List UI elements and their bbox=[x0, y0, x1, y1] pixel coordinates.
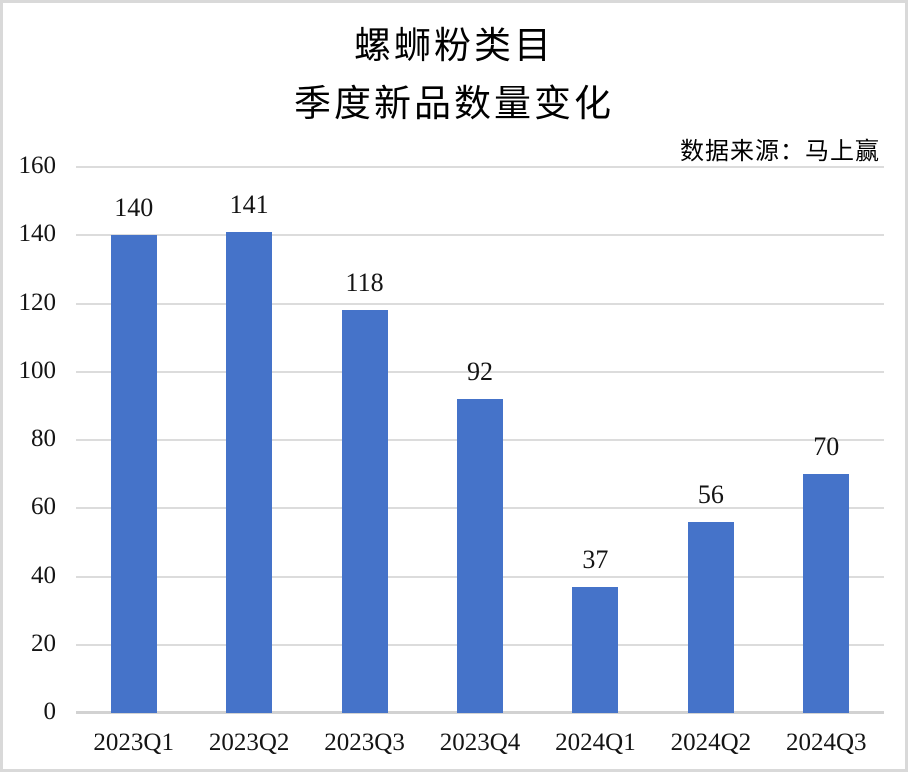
chart-title-line2: 季度新品数量变化 bbox=[294, 84, 614, 125]
bar-2024Q1 bbox=[572, 586, 619, 713]
y-tick-label: 100 bbox=[18, 356, 57, 384]
plot-area bbox=[76, 166, 884, 714]
bar-2023Q1 bbox=[110, 235, 157, 713]
y-tick-label: 60 bbox=[31, 493, 56, 521]
gridline bbox=[76, 302, 884, 305]
gridline bbox=[76, 166, 884, 168]
x-tick-label: 2023Q1 bbox=[93, 729, 174, 756]
gridline bbox=[76, 370, 884, 373]
y-tick-label: 40 bbox=[31, 561, 56, 589]
x-tick-label: 2023Q2 bbox=[208, 729, 290, 756]
x-tick-label: 2023Q4 bbox=[439, 729, 521, 756]
y-tick-label: 120 bbox=[18, 288, 57, 316]
data-source-label: 数据来源：马上赢 bbox=[680, 139, 880, 165]
bar-2024Q3 bbox=[803, 474, 850, 713]
bar-value-label: 56 bbox=[697, 479, 724, 509]
x-tick-label: 2024Q1 bbox=[555, 729, 636, 756]
x-tick-label: 2024Q3 bbox=[786, 729, 867, 756]
bar-value-label: 92 bbox=[467, 357, 493, 387]
chart-title-line1: 螺蛳粉类目 bbox=[354, 26, 554, 67]
x-tick-label: 2023Q3 bbox=[324, 729, 405, 756]
bar-value-label: 140 bbox=[114, 193, 154, 223]
bar-value-label: 141 bbox=[229, 189, 269, 219]
y-tick-label: 160 bbox=[18, 152, 57, 179]
gridline bbox=[76, 234, 884, 237]
y-tick-label: 0 bbox=[43, 698, 57, 725]
x-tick-label: 2024Q2 bbox=[670, 729, 752, 756]
bar-value-label: 118 bbox=[345, 268, 384, 298]
bar-2024Q2 bbox=[687, 521, 734, 713]
y-tick-label: 140 bbox=[18, 220, 57, 248]
bar-value-label: 70 bbox=[813, 432, 840, 462]
bar-value-label: 37 bbox=[582, 544, 609, 574]
y-tick-label: 20 bbox=[31, 629, 56, 657]
bar-2023Q2 bbox=[226, 231, 273, 713]
bar-2023Q4 bbox=[457, 399, 503, 713]
bar-2023Q3 bbox=[341, 310, 388, 713]
chart-title: 螺蛳粉类目 季度新品数量变化 bbox=[0, 18, 908, 134]
y-tick-label: 80 bbox=[31, 425, 56, 452]
